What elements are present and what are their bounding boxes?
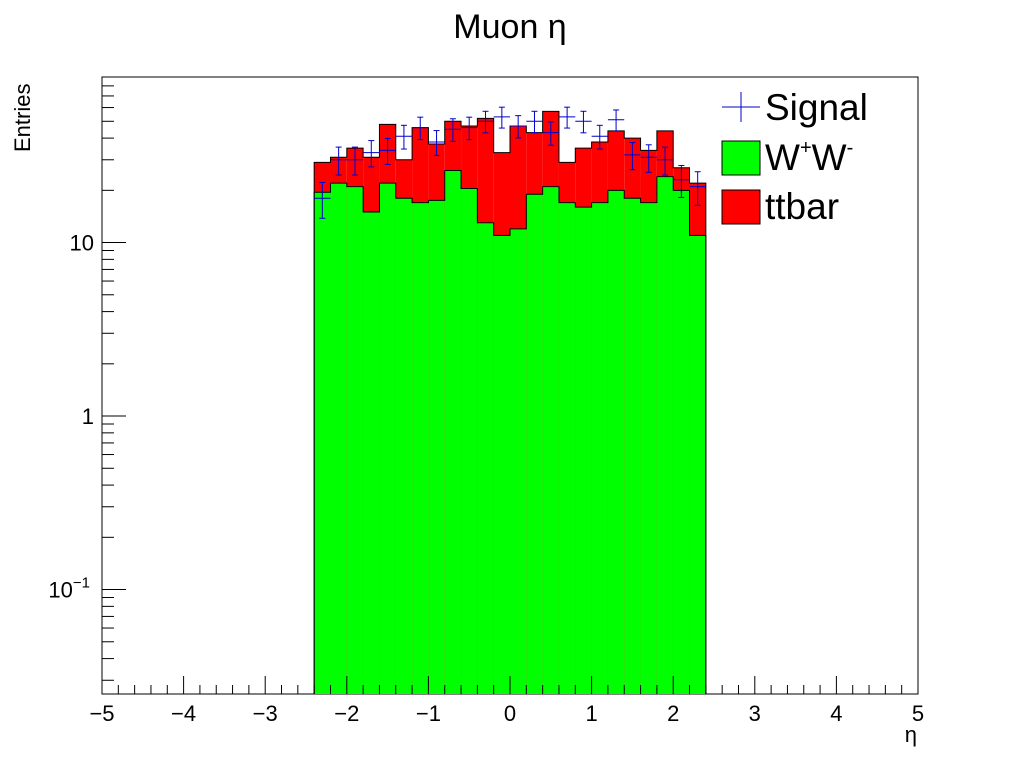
signal-point bbox=[314, 181, 331, 219]
signal-point bbox=[640, 144, 657, 173]
ww-bar bbox=[444, 170, 462, 694]
signal-point bbox=[673, 165, 690, 198]
ww-bar bbox=[330, 183, 347, 694]
ww-bar bbox=[607, 190, 625, 694]
signal-point bbox=[330, 146, 347, 176]
signal-point bbox=[493, 106, 510, 129]
y-tick-label: 10 bbox=[70, 231, 94, 256]
axes-layer: −5 −4 −3 −2 −1 0 1 2 3 4 5 10 1 10−1 bbox=[48, 76, 924, 726]
ww-bar bbox=[526, 194, 543, 694]
x-tick-label: 0 bbox=[504, 701, 516, 726]
ww-bar bbox=[477, 222, 494, 694]
legend-ww-swatch bbox=[721, 140, 761, 176]
signal-point bbox=[477, 110, 494, 134]
ww-bar bbox=[379, 183, 396, 694]
legend: Signal W+W- ttbar bbox=[721, 87, 868, 227]
signal-point bbox=[542, 121, 559, 146]
signal-point bbox=[656, 146, 674, 176]
ww-bar bbox=[346, 186, 364, 694]
signal-point bbox=[689, 171, 706, 206]
signal-point bbox=[526, 110, 543, 134]
ww-bar bbox=[624, 198, 641, 694]
ww-bar bbox=[493, 235, 510, 694]
signal-point bbox=[575, 110, 592, 134]
ww-bar bbox=[395, 198, 413, 694]
x-tick-label: 1 bbox=[585, 701, 597, 726]
ww-bar bbox=[461, 188, 478, 694]
ww-bar bbox=[575, 207, 592, 694]
ww-bar bbox=[412, 202, 429, 694]
x-tick-label: −4 bbox=[171, 701, 196, 726]
ww-bar bbox=[510, 228, 527, 694]
signal-point bbox=[624, 142, 641, 171]
signal-point bbox=[428, 130, 445, 156]
x-tick-label: −5 bbox=[89, 701, 114, 726]
x-tick-label: 3 bbox=[749, 701, 761, 726]
ww-bar bbox=[428, 200, 445, 695]
legend-entry-ttbar: ttbar bbox=[721, 186, 839, 227]
legend-entry-ww: W+W- bbox=[721, 137, 853, 178]
x-tick-label: −3 bbox=[253, 701, 278, 726]
ww-bar bbox=[591, 202, 608, 694]
ww-outline bbox=[313, 170, 707, 694]
legend-ttbar-swatch bbox=[721, 189, 761, 225]
ww-bar bbox=[673, 190, 690, 694]
y-tick-label: 1 bbox=[82, 404, 94, 429]
histogram-layer bbox=[313, 110, 707, 695]
signal-point bbox=[412, 116, 429, 141]
legend-signal-label: Signal bbox=[765, 87, 868, 128]
y-axis-label: Entries bbox=[10, 84, 35, 152]
x-tick-label: −1 bbox=[416, 701, 441, 726]
legend-ttbar-label: ttbar bbox=[765, 186, 839, 227]
x-tick-label: 2 bbox=[667, 701, 679, 726]
ww-bar bbox=[542, 186, 559, 694]
x-tick-label: 4 bbox=[830, 701, 842, 726]
signal-point bbox=[395, 124, 413, 150]
ww-bar bbox=[689, 235, 706, 694]
signal-point bbox=[461, 116, 478, 141]
signal-point bbox=[379, 137, 396, 165]
y-tick-label: 10−1 bbox=[48, 575, 90, 603]
signal-points-layer bbox=[314, 106, 706, 219]
x-axis-label: η bbox=[905, 722, 917, 747]
signal-point bbox=[444, 118, 462, 142]
signal-point bbox=[591, 124, 608, 150]
ww-bar bbox=[314, 192, 331, 694]
ww-bar bbox=[640, 202, 657, 694]
chart-title: Muon η bbox=[453, 8, 566, 46]
ww-bar bbox=[363, 212, 380, 695]
signal-point bbox=[363, 140, 380, 168]
legend-entry-signal: Signal bbox=[722, 87, 868, 128]
signal-point bbox=[558, 106, 576, 129]
signal-point bbox=[510, 115, 527, 139]
ww-bar bbox=[656, 176, 674, 695]
ww-bar bbox=[558, 202, 576, 694]
legend-ww-label: W+W- bbox=[765, 137, 853, 178]
x-tick-label: −2 bbox=[334, 701, 359, 726]
signal-point bbox=[346, 146, 364, 176]
x-tick-label: 5 bbox=[912, 701, 924, 726]
signal-point bbox=[607, 109, 625, 132]
ttbar-outline bbox=[313, 110, 707, 694]
